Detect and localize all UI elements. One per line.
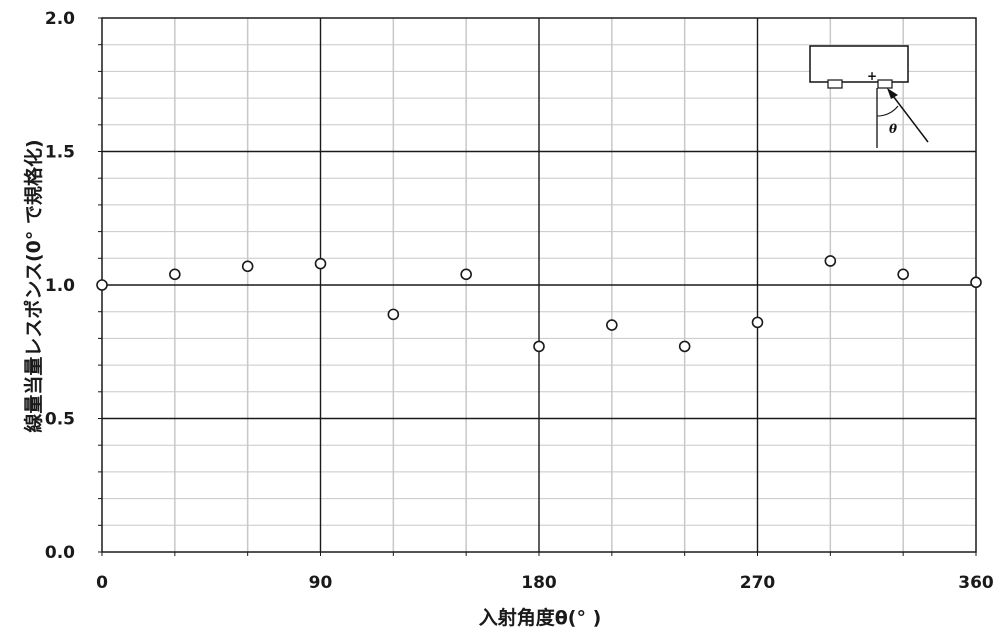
data-point	[169, 268, 181, 281]
data-point	[314, 257, 327, 270]
x-tick-label: 360	[958, 573, 994, 593]
detector-window-right	[877, 79, 893, 89]
data-point	[241, 260, 254, 273]
data-point	[751, 316, 764, 329]
data-point	[460, 268, 472, 281]
x-tick-label: 180	[521, 573, 557, 593]
y-tick-label: 1.0	[45, 276, 75, 296]
y-tick-label: 0.0	[45, 543, 75, 563]
x-tick-label: 0	[96, 573, 108, 593]
data-point	[824, 255, 837, 267]
inset-diagram: + θ	[809, 45, 929, 148]
x-tick-label: 90	[309, 573, 333, 593]
grid	[98, 17, 977, 556]
y-tick-label: 2.0	[45, 9, 75, 29]
plus-sign: +	[867, 69, 877, 83]
y-tick-label: 1.5	[45, 143, 75, 163]
y-tick-label: 0.5	[45, 410, 75, 430]
detector-body	[809, 45, 909, 83]
x-axis-title: 入射角度θ(° )	[479, 606, 602, 629]
data-point	[96, 279, 108, 291]
x-tick-label: 270	[740, 573, 776, 593]
arrow-head	[887, 88, 898, 99]
y-axis-title: 線量当量レスポンス(0° で規格化)	[22, 139, 45, 432]
detector-window-left	[827, 79, 843, 89]
y-tick-labels: 0.0 0.5 1.0 1.5 2.0	[45, 9, 75, 563]
incident-arrow	[889, 91, 929, 143]
data-point	[970, 276, 982, 289]
data-point	[387, 308, 400, 321]
x-tick-labels: 0 90 180 270 360	[96, 573, 994, 593]
data-point	[606, 319, 618, 331]
data-point	[678, 340, 691, 353]
data-point	[533, 340, 545, 353]
data-points	[96, 255, 982, 353]
angle-label: θ	[889, 122, 897, 136]
data-point	[897, 268, 909, 281]
angle-arc	[876, 105, 899, 117]
